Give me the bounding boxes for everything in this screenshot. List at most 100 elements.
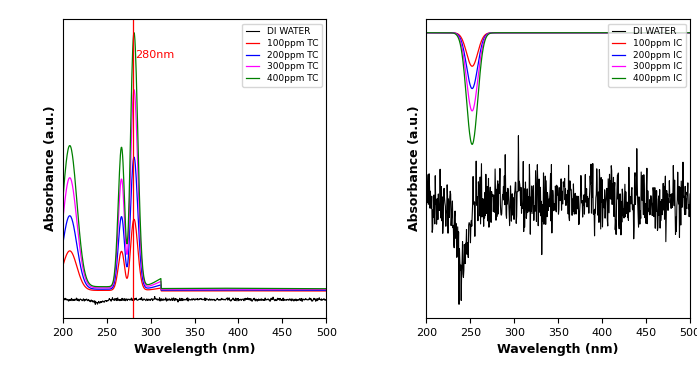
300ppm IC xyxy=(578,30,586,35)
Line: 300ppm IC: 300ppm IC xyxy=(427,33,690,111)
X-axis label: Wavelength (nm): Wavelength (nm) xyxy=(498,343,619,356)
DI WATER xyxy=(322,297,330,301)
100ppm IC xyxy=(682,30,690,35)
400ppm IC xyxy=(599,30,607,35)
DI WATER xyxy=(151,294,159,299)
200ppm TC xyxy=(214,288,222,292)
DI WATER xyxy=(178,297,187,302)
200ppm IC xyxy=(469,85,477,89)
200ppm IC xyxy=(468,86,477,91)
200ppm IC xyxy=(682,30,690,35)
300ppm IC xyxy=(599,30,607,35)
300ppm TC xyxy=(59,218,67,223)
100ppm TC xyxy=(322,289,330,293)
300ppm IC xyxy=(621,30,629,35)
Legend: DI WATER, 100ppm TC, 200ppm TC, 300ppm TC, 400ppm TC: DI WATER, 100ppm TC, 200ppm TC, 300ppm T… xyxy=(243,24,322,87)
200ppm TC xyxy=(257,288,266,292)
200ppm TC xyxy=(105,287,114,291)
Line: 200ppm IC: 200ppm IC xyxy=(427,33,690,88)
Line: DI WATER: DI WATER xyxy=(427,136,690,304)
300ppm TC xyxy=(214,287,222,291)
100ppm IC xyxy=(469,63,477,67)
100ppm IC xyxy=(621,30,629,35)
400ppm IC xyxy=(686,30,694,35)
400ppm IC xyxy=(578,30,586,35)
400ppm TC xyxy=(257,286,266,291)
Line: 400ppm IC: 400ppm IC xyxy=(427,33,690,144)
200ppm TC xyxy=(130,155,138,159)
400ppm IC xyxy=(468,142,477,147)
300ppm IC xyxy=(542,30,551,35)
DI WATER xyxy=(579,215,587,219)
DI WATER xyxy=(599,198,608,203)
100ppm TC xyxy=(178,288,187,293)
400ppm TC xyxy=(105,284,114,289)
100ppm IC xyxy=(578,30,586,35)
400ppm IC xyxy=(469,139,477,143)
200ppm TC xyxy=(59,242,67,247)
300ppm TC xyxy=(105,285,114,290)
400ppm IC xyxy=(542,30,551,35)
Line: 200ppm TC: 200ppm TC xyxy=(63,157,326,290)
300ppm IC xyxy=(469,106,477,111)
400ppm TC xyxy=(214,286,222,291)
DI WATER xyxy=(514,133,523,138)
Line: DI WATER: DI WATER xyxy=(63,296,326,304)
DI WATER xyxy=(686,192,694,196)
400ppm TC xyxy=(59,198,67,203)
Text: 280nm: 280nm xyxy=(135,50,174,60)
400ppm TC xyxy=(130,30,138,35)
DI WATER xyxy=(215,298,223,303)
100ppm TC xyxy=(257,288,266,293)
100ppm TC xyxy=(126,246,135,251)
200ppm TC xyxy=(178,288,187,292)
DI WATER xyxy=(91,302,100,307)
400ppm IC xyxy=(682,30,690,35)
200ppm IC xyxy=(686,30,694,35)
300ppm IC xyxy=(686,30,694,35)
200ppm TC xyxy=(126,209,135,214)
DI WATER xyxy=(491,210,499,214)
300ppm TC xyxy=(130,87,138,92)
400ppm IC xyxy=(491,31,499,35)
100ppm IC xyxy=(468,64,477,69)
DI WATER xyxy=(455,302,464,307)
100ppm TC xyxy=(105,288,114,293)
200ppm IC xyxy=(422,30,431,35)
100ppm IC xyxy=(422,30,431,35)
DI WATER xyxy=(469,202,477,206)
100ppm IC xyxy=(599,30,607,35)
100ppm IC xyxy=(542,30,551,35)
X-axis label: Wavelength (nm): Wavelength (nm) xyxy=(134,343,255,356)
DI WATER xyxy=(622,190,630,194)
Y-axis label: Absorbance (a.u.): Absorbance (a.u.) xyxy=(44,106,57,231)
400ppm IC xyxy=(621,30,629,35)
400ppm TC xyxy=(235,286,243,291)
300ppm TC xyxy=(126,169,135,173)
200ppm IC xyxy=(578,30,586,35)
DI WATER xyxy=(542,198,551,202)
Line: 100ppm TC: 100ppm TC xyxy=(63,219,326,291)
400ppm IC xyxy=(422,30,431,35)
Y-axis label: Absorbance (a.u.): Absorbance (a.u.) xyxy=(408,106,421,231)
DI WATER xyxy=(236,297,244,302)
400ppm TC xyxy=(322,286,330,291)
100ppm TC xyxy=(59,264,67,268)
200ppm IC xyxy=(599,30,607,35)
100ppm TC xyxy=(214,288,222,293)
100ppm IC xyxy=(491,30,499,35)
DI WATER xyxy=(59,297,67,301)
Line: 100ppm IC: 100ppm IC xyxy=(427,33,690,66)
300ppm TC xyxy=(178,287,187,291)
DI WATER xyxy=(127,298,135,302)
DI WATER xyxy=(106,298,114,302)
400ppm TC xyxy=(178,286,187,291)
100ppm TC xyxy=(235,288,243,293)
300ppm TC xyxy=(235,287,243,291)
300ppm IC xyxy=(422,30,431,35)
300ppm IC xyxy=(491,31,499,35)
Line: 300ppm TC: 300ppm TC xyxy=(63,90,326,290)
300ppm IC xyxy=(682,30,690,35)
200ppm IC xyxy=(621,30,629,35)
300ppm TC xyxy=(257,287,266,291)
